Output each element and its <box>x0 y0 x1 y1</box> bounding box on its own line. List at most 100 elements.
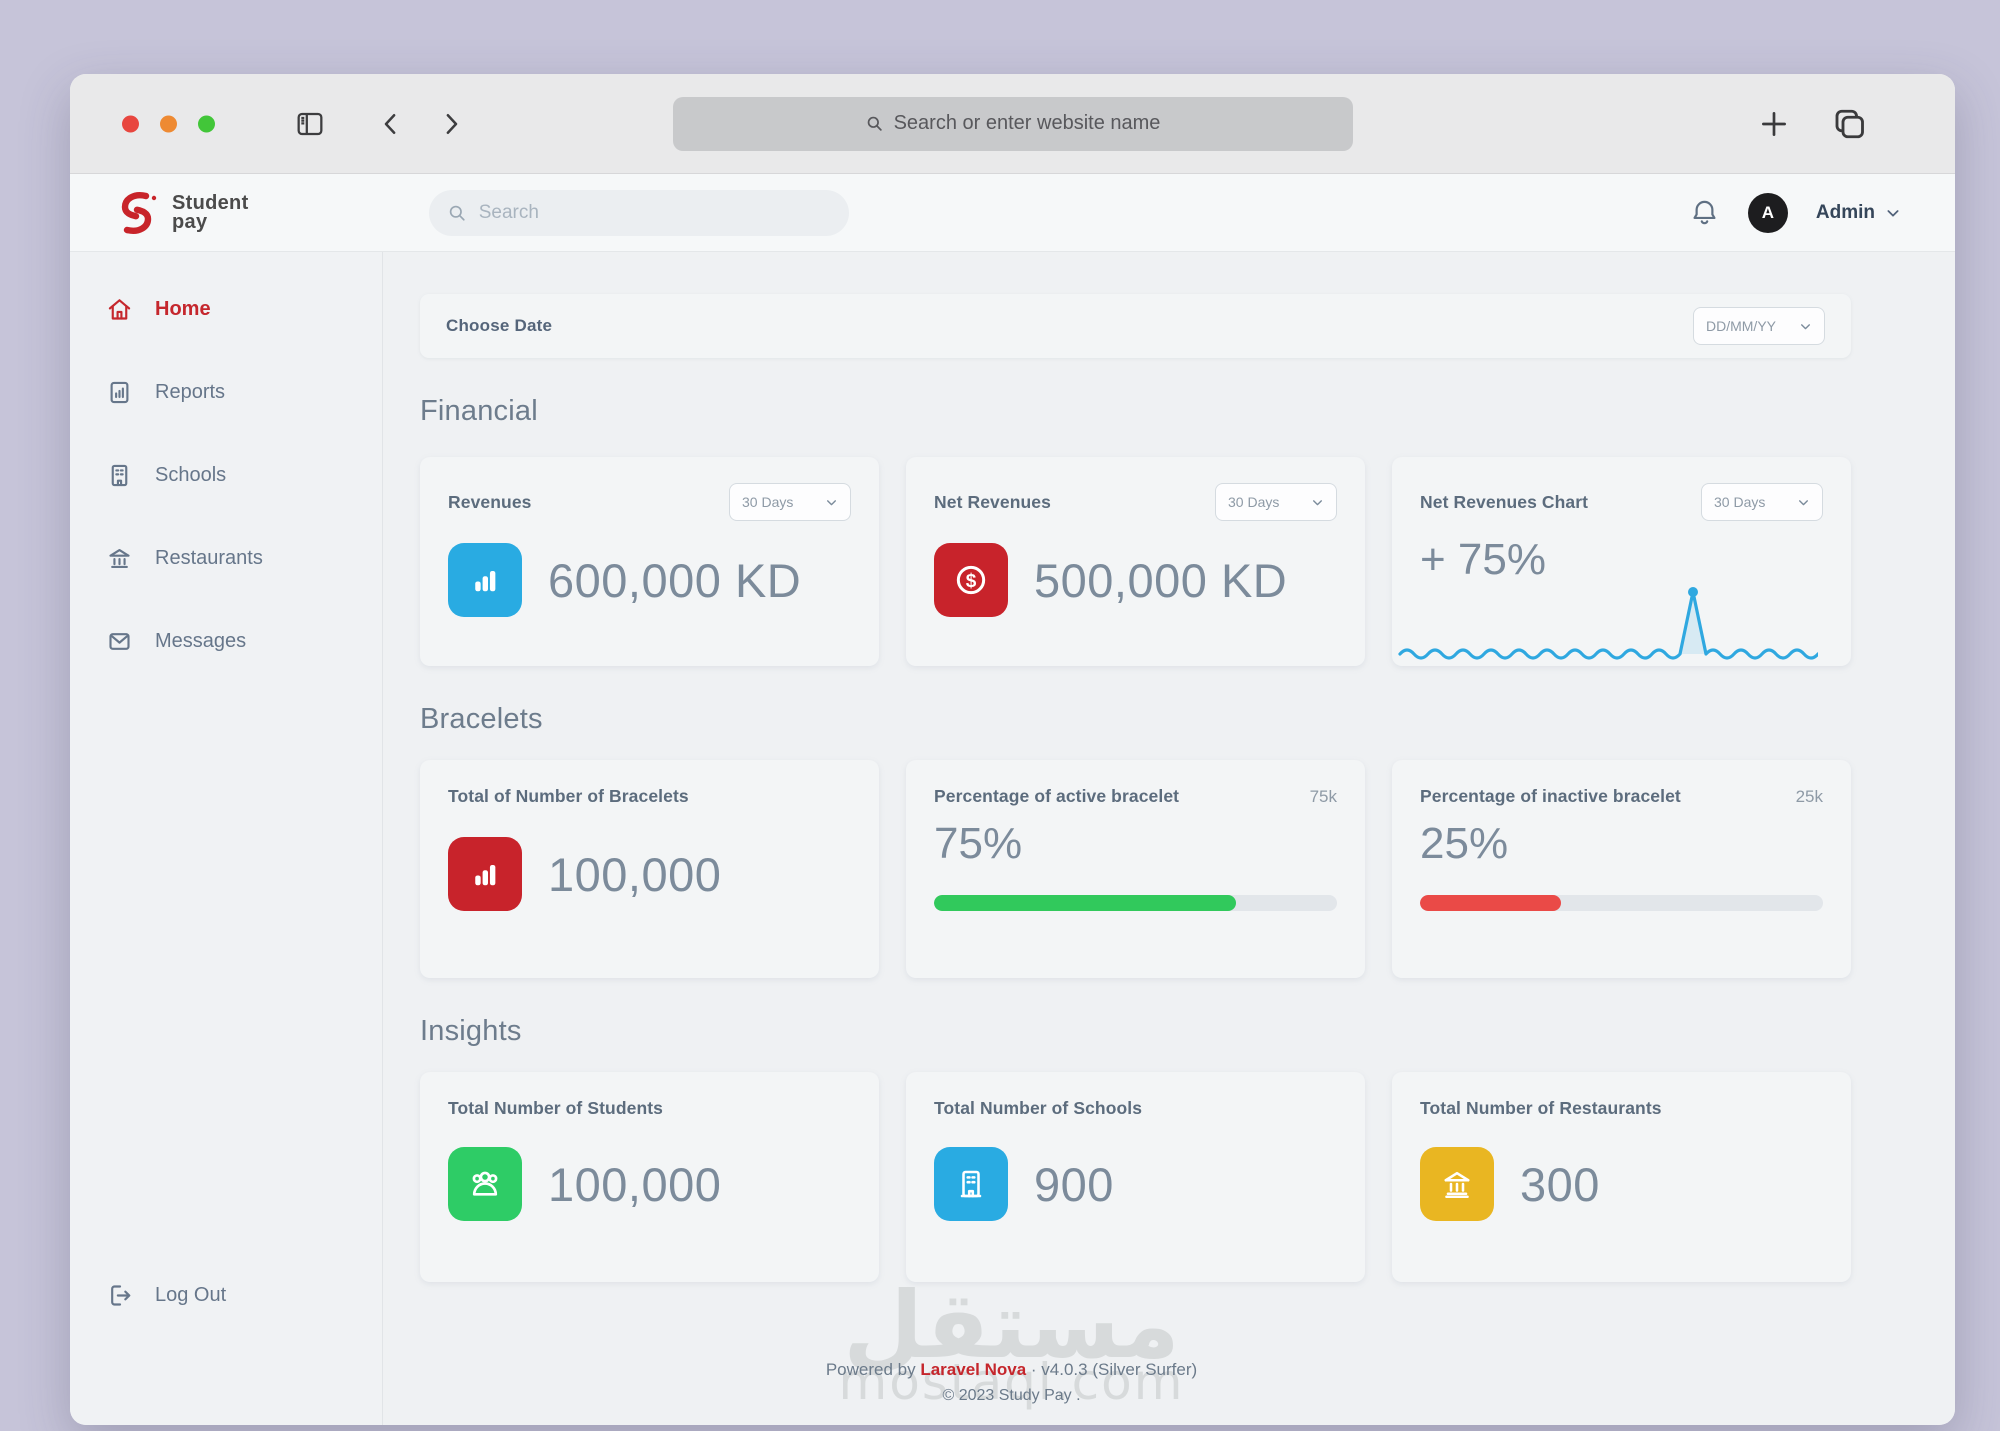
inactive-bracelet-count: 25k <box>1795 786 1823 806</box>
restaurants-icon <box>109 548 130 568</box>
choose-date-label: Choose Date <box>446 316 553 335</box>
chevron-down-icon <box>827 499 836 505</box>
app-search <box>428 189 849 236</box>
period-value: 30 Days <box>742 494 794 510</box>
brand-logo[interactable]: Student pay <box>114 189 249 237</box>
svg-text:$: $ <box>966 571 977 592</box>
active-bracelet-count: 75k <box>1309 786 1337 806</box>
progress-bar <box>1420 895 1823 911</box>
user-menu[interactable]: Admin <box>1816 202 1901 224</box>
sidebar-item-messages[interactable]: Messages <box>106 626 382 656</box>
section-title-financial: Financial <box>420 395 538 427</box>
card-title: Percentage of inactive bracelet <box>1420 786 1681 806</box>
brand-name-line2: pay <box>172 210 208 233</box>
browser-address-bar[interactable]: Search or enter website name <box>672 96 1353 151</box>
progress-fill <box>1420 895 1562 911</box>
period-select[interactable]: 30 Days <box>1701 483 1823 521</box>
total-bracelets-value: 100,000 <box>548 847 722 901</box>
total-students-value: 100,000 <box>548 1157 722 1211</box>
sparkline-chart <box>1398 587 1818 660</box>
progress-bar <box>934 895 1337 911</box>
bell-icon[interactable] <box>1689 197 1720 228</box>
browser-back-icon[interactable] <box>376 109 406 139</box>
dollar-icon: $ <box>934 543 1008 617</box>
search-input[interactable] <box>478 201 831 224</box>
copyright-line: © 2023 Study Pay . <box>942 1387 1081 1404</box>
zoom-window-button[interactable] <box>198 115 215 132</box>
main-content: Choose Date DD/MM/YY Financial Revenues … <box>383 252 1955 1425</box>
laravel-nova-link[interactable]: Laravel Nova <box>920 1360 1027 1379</box>
reports-icon <box>110 381 129 403</box>
section-title-insights: Insights <box>420 1015 522 1047</box>
avatar[interactable]: A <box>1747 192 1788 233</box>
date-format-select[interactable]: DD/MM/YY <box>1693 307 1825 345</box>
net-revenues-change: + 75% <box>1420 535 1546 584</box>
card-title: Net Revenues <box>934 491 1051 512</box>
progress-fill <box>934 895 1237 911</box>
active-bracelet-percent: 75% <box>934 819 1023 868</box>
schools-icon <box>111 464 128 486</box>
user-name: Admin <box>1815 201 1875 223</box>
card-title: Total Number of Schools <box>934 1098 1143 1118</box>
chevron-down-icon <box>1313 499 1322 505</box>
revenues-value: 600,000 KD <box>548 553 802 607</box>
period-value: 30 Days <box>1714 494 1766 510</box>
total-bracelets-card: Total of Number of Bracelets 100,000 <box>420 760 879 978</box>
powered-by-line: Powered by Laravel Nova · v4.0.3 (Silver… <box>562 1360 1462 1380</box>
avatar-initial: A <box>1761 202 1775 222</box>
sidebar: Home Reports Schools <box>70 252 383 1425</box>
section-title-bracelets: Bracelets <box>420 703 543 735</box>
card-title: Net Revenues Chart <box>1420 491 1589 512</box>
minimize-window-button[interactable] <box>160 115 177 132</box>
browser-forward-icon[interactable] <box>436 109 466 139</box>
sidebar-item-schools[interactable]: Schools <box>106 460 382 490</box>
studentpay-s-logo-icon <box>121 191 157 234</box>
sidebar-item-label: Home <box>155 297 211 320</box>
active-bracelet-card: Percentage of active bracelet 75k 75% <box>906 760 1365 978</box>
show-tabs-icon[interactable] <box>1831 106 1867 142</box>
sidebar-item-label: Restaurants <box>155 546 263 569</box>
brand-name-line1: Student <box>172 191 249 214</box>
bar-chart-icon <box>448 837 522 911</box>
browser-sidebar-toggle-icon[interactable] <box>294 108 326 140</box>
choose-date-bar: Choose Date DD/MM/YY <box>420 294 1851 358</box>
revenues-card: Revenues 30 Days 600,000 KD <box>420 457 879 666</box>
new-tab-icon[interactable] <box>1757 107 1791 141</box>
financial-cards: Revenues 30 Days 600,000 KD <box>420 457 1851 666</box>
inactive-bracelet-card: Percentage of inactive bracelet 25k 25% <box>1392 760 1851 978</box>
students-icon <box>448 1147 522 1221</box>
net-revenues-card: Net Revenues 30 Days $ 500,000 KD <box>906 457 1365 666</box>
sidebar-item-home[interactable]: Home <box>106 294 382 324</box>
bracelets-cards: Total of Number of Bracelets 100,000 Per… <box>420 760 1851 978</box>
browser-chrome: Search or enter website name <box>70 74 1955 174</box>
messages-icon <box>109 632 130 650</box>
insights-cards: Total Number of Students 100,000 <box>420 1072 1851 1282</box>
chevron-down-icon <box>1799 499 1808 505</box>
total-schools-value: 900 <box>1034 1157 1114 1211</box>
sidebar-item-label: Schools <box>155 463 227 486</box>
logout-label: Log Out <box>155 1283 227 1306</box>
total-restaurants-card: Total Number of Restaurants 300 <box>1392 1072 1851 1282</box>
card-title: Total of Number of Bracelets <box>448 786 689 806</box>
sidebar-item-restaurants[interactable]: Restaurants <box>106 543 382 573</box>
sidebar-item-label: Messages <box>155 629 247 652</box>
period-select[interactable]: 30 Days <box>1215 483 1337 521</box>
close-window-button[interactable] <box>122 115 139 132</box>
inactive-bracelet-percent: 25% <box>1420 819 1509 868</box>
home-icon <box>108 298 131 320</box>
card-title: Total Number of Restaurants <box>1420 1098 1662 1118</box>
footer: مستقل mostaql.com Powered by Laravel Nov… <box>420 1280 1851 1425</box>
period-select[interactable]: 30 Days <box>729 483 851 521</box>
search-icon <box>867 116 882 131</box>
app-header: Student pay A Admin <box>70 174 1955 252</box>
sidebar-item-reports[interactable]: Reports <box>106 377 382 407</box>
powered-prefix: Powered by <box>825 1360 916 1379</box>
net-revenues-chart-card: Net Revenues Chart 30 Days + 75% <box>1392 457 1851 666</box>
bar-chart-icon <box>448 543 522 617</box>
logout-button[interactable]: Log Out <box>106 1280 382 1310</box>
period-value: 30 Days <box>1228 494 1280 510</box>
powered-suffix: · v4.0.3 (Silver Surfer) <box>1030 1360 1198 1379</box>
search-icon <box>449 205 465 221</box>
address-bar-placeholder: Search or enter website name <box>893 112 1161 134</box>
chevron-down-icon <box>1801 323 1810 329</box>
